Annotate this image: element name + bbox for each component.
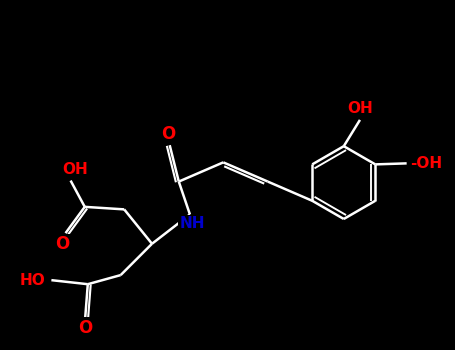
Text: O: O [78,319,92,337]
Text: OH: OH [62,162,87,177]
Text: -OH: -OH [410,156,442,171]
Text: HO: HO [19,273,45,288]
Text: OH: OH [347,101,373,116]
Text: O: O [56,235,70,253]
Text: O: O [162,125,176,143]
Text: NH: NH [180,216,205,231]
